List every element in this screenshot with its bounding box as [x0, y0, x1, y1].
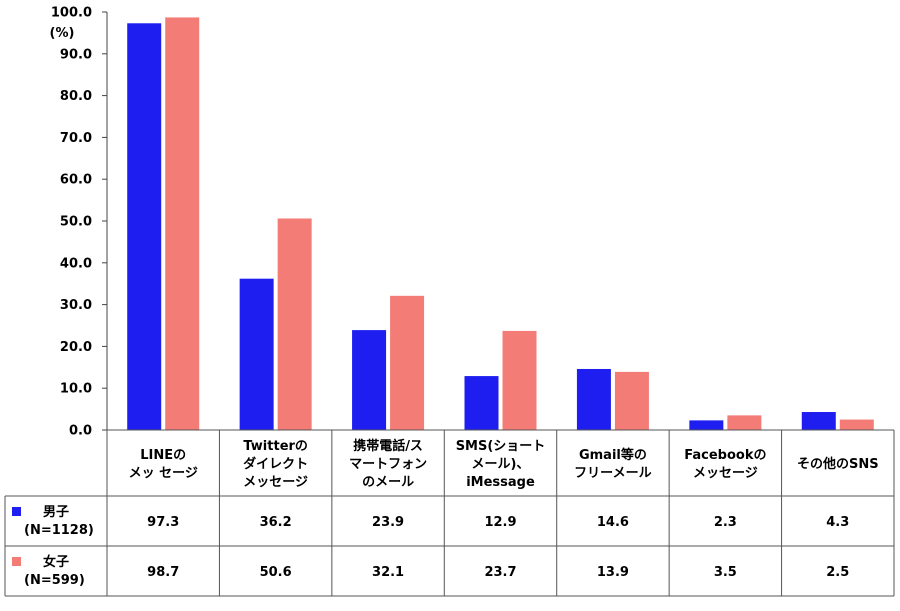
y-tick-label: 100.0	[51, 6, 92, 21]
bar-girls	[727, 415, 762, 430]
category-label: 携帯電話/スマートフォンのメール	[349, 438, 427, 490]
legend-series-name: 男子	[43, 505, 69, 520]
bar-boys	[464, 376, 499, 430]
data-value-label: 2.5	[826, 565, 849, 580]
data-value-label: 32.1	[372, 565, 404, 580]
bars-layer	[127, 17, 874, 431]
bar-boys	[689, 420, 724, 430]
legend-swatch	[12, 557, 21, 566]
y-tick-label: 70.0	[60, 131, 92, 146]
bar-girls	[839, 419, 874, 430]
category-label: LINEのメッ セージ	[129, 448, 198, 481]
bar-boys	[239, 278, 274, 430]
y-tick-label: 0.0	[69, 424, 92, 439]
category-label: Gmail等のフリーメール	[574, 447, 651, 481]
data-value-label: 14.6	[597, 515, 629, 530]
y-tick-label: 40.0	[60, 256, 92, 271]
bar-boys	[801, 412, 836, 430]
data-value-label: 98.7	[147, 565, 179, 580]
y-tick-label: 50.0	[60, 215, 92, 230]
legend-series-name: 女子	[43, 554, 69, 570]
y-tick-label: 30.0	[60, 298, 92, 313]
bar-boys	[576, 368, 611, 430]
y-tick-label: 10.0	[60, 382, 92, 397]
category-label: SMS(ショートメール)、 iMessage	[456, 439, 546, 490]
bar-boys	[127, 23, 162, 430]
bar-girls	[165, 17, 200, 431]
data-value-label: 12.9	[484, 515, 516, 530]
legend-sample-size: (N=599)	[24, 573, 85, 588]
data-value-label: 36.2	[260, 515, 292, 530]
category-label: その他のSNS	[797, 456, 879, 472]
legend-sample-size: (N=1128)	[24, 523, 94, 538]
data-value-label: 3.5	[714, 565, 737, 580]
category-label: Facebookのメッセージ	[684, 448, 766, 481]
y-tick-label: 20.0	[60, 340, 92, 355]
data-value-label: 23.9	[372, 515, 404, 530]
y-tick-label: 90.0	[60, 47, 92, 62]
data-value-label: 23.7	[484, 565, 516, 580]
bar-boys	[352, 330, 387, 430]
data-value-label: 13.9	[597, 565, 629, 580]
legend-swatch	[12, 507, 21, 516]
data-value-label: 50.6	[260, 565, 292, 580]
y-axis-unit-label: (%)	[50, 26, 75, 41]
y-tick-label: 80.0	[60, 89, 92, 104]
y-tick-label: 60.0	[60, 173, 92, 188]
bar-girls	[277, 218, 312, 430]
data-value-label: 2.3	[714, 515, 737, 530]
bar-girls	[614, 371, 649, 430]
data-table: LINEのメッ セージ Twitterのダイレクトメッセージ携帯電話/スマートフォ…	[4, 429, 895, 597]
axes-layer: 0.0 10.0 20.0 30.0 40.0 50.0 60.0 70.0 80.0 90.0 1…	[51, 6, 108, 439]
data-value-label: 97.3	[147, 515, 179, 530]
category-label: Twitterのダイレクトメッセージ	[243, 439, 308, 490]
bar-girls	[502, 330, 537, 430]
data-value-label: 4.3	[826, 515, 849, 530]
bar-girls	[390, 295, 425, 430]
